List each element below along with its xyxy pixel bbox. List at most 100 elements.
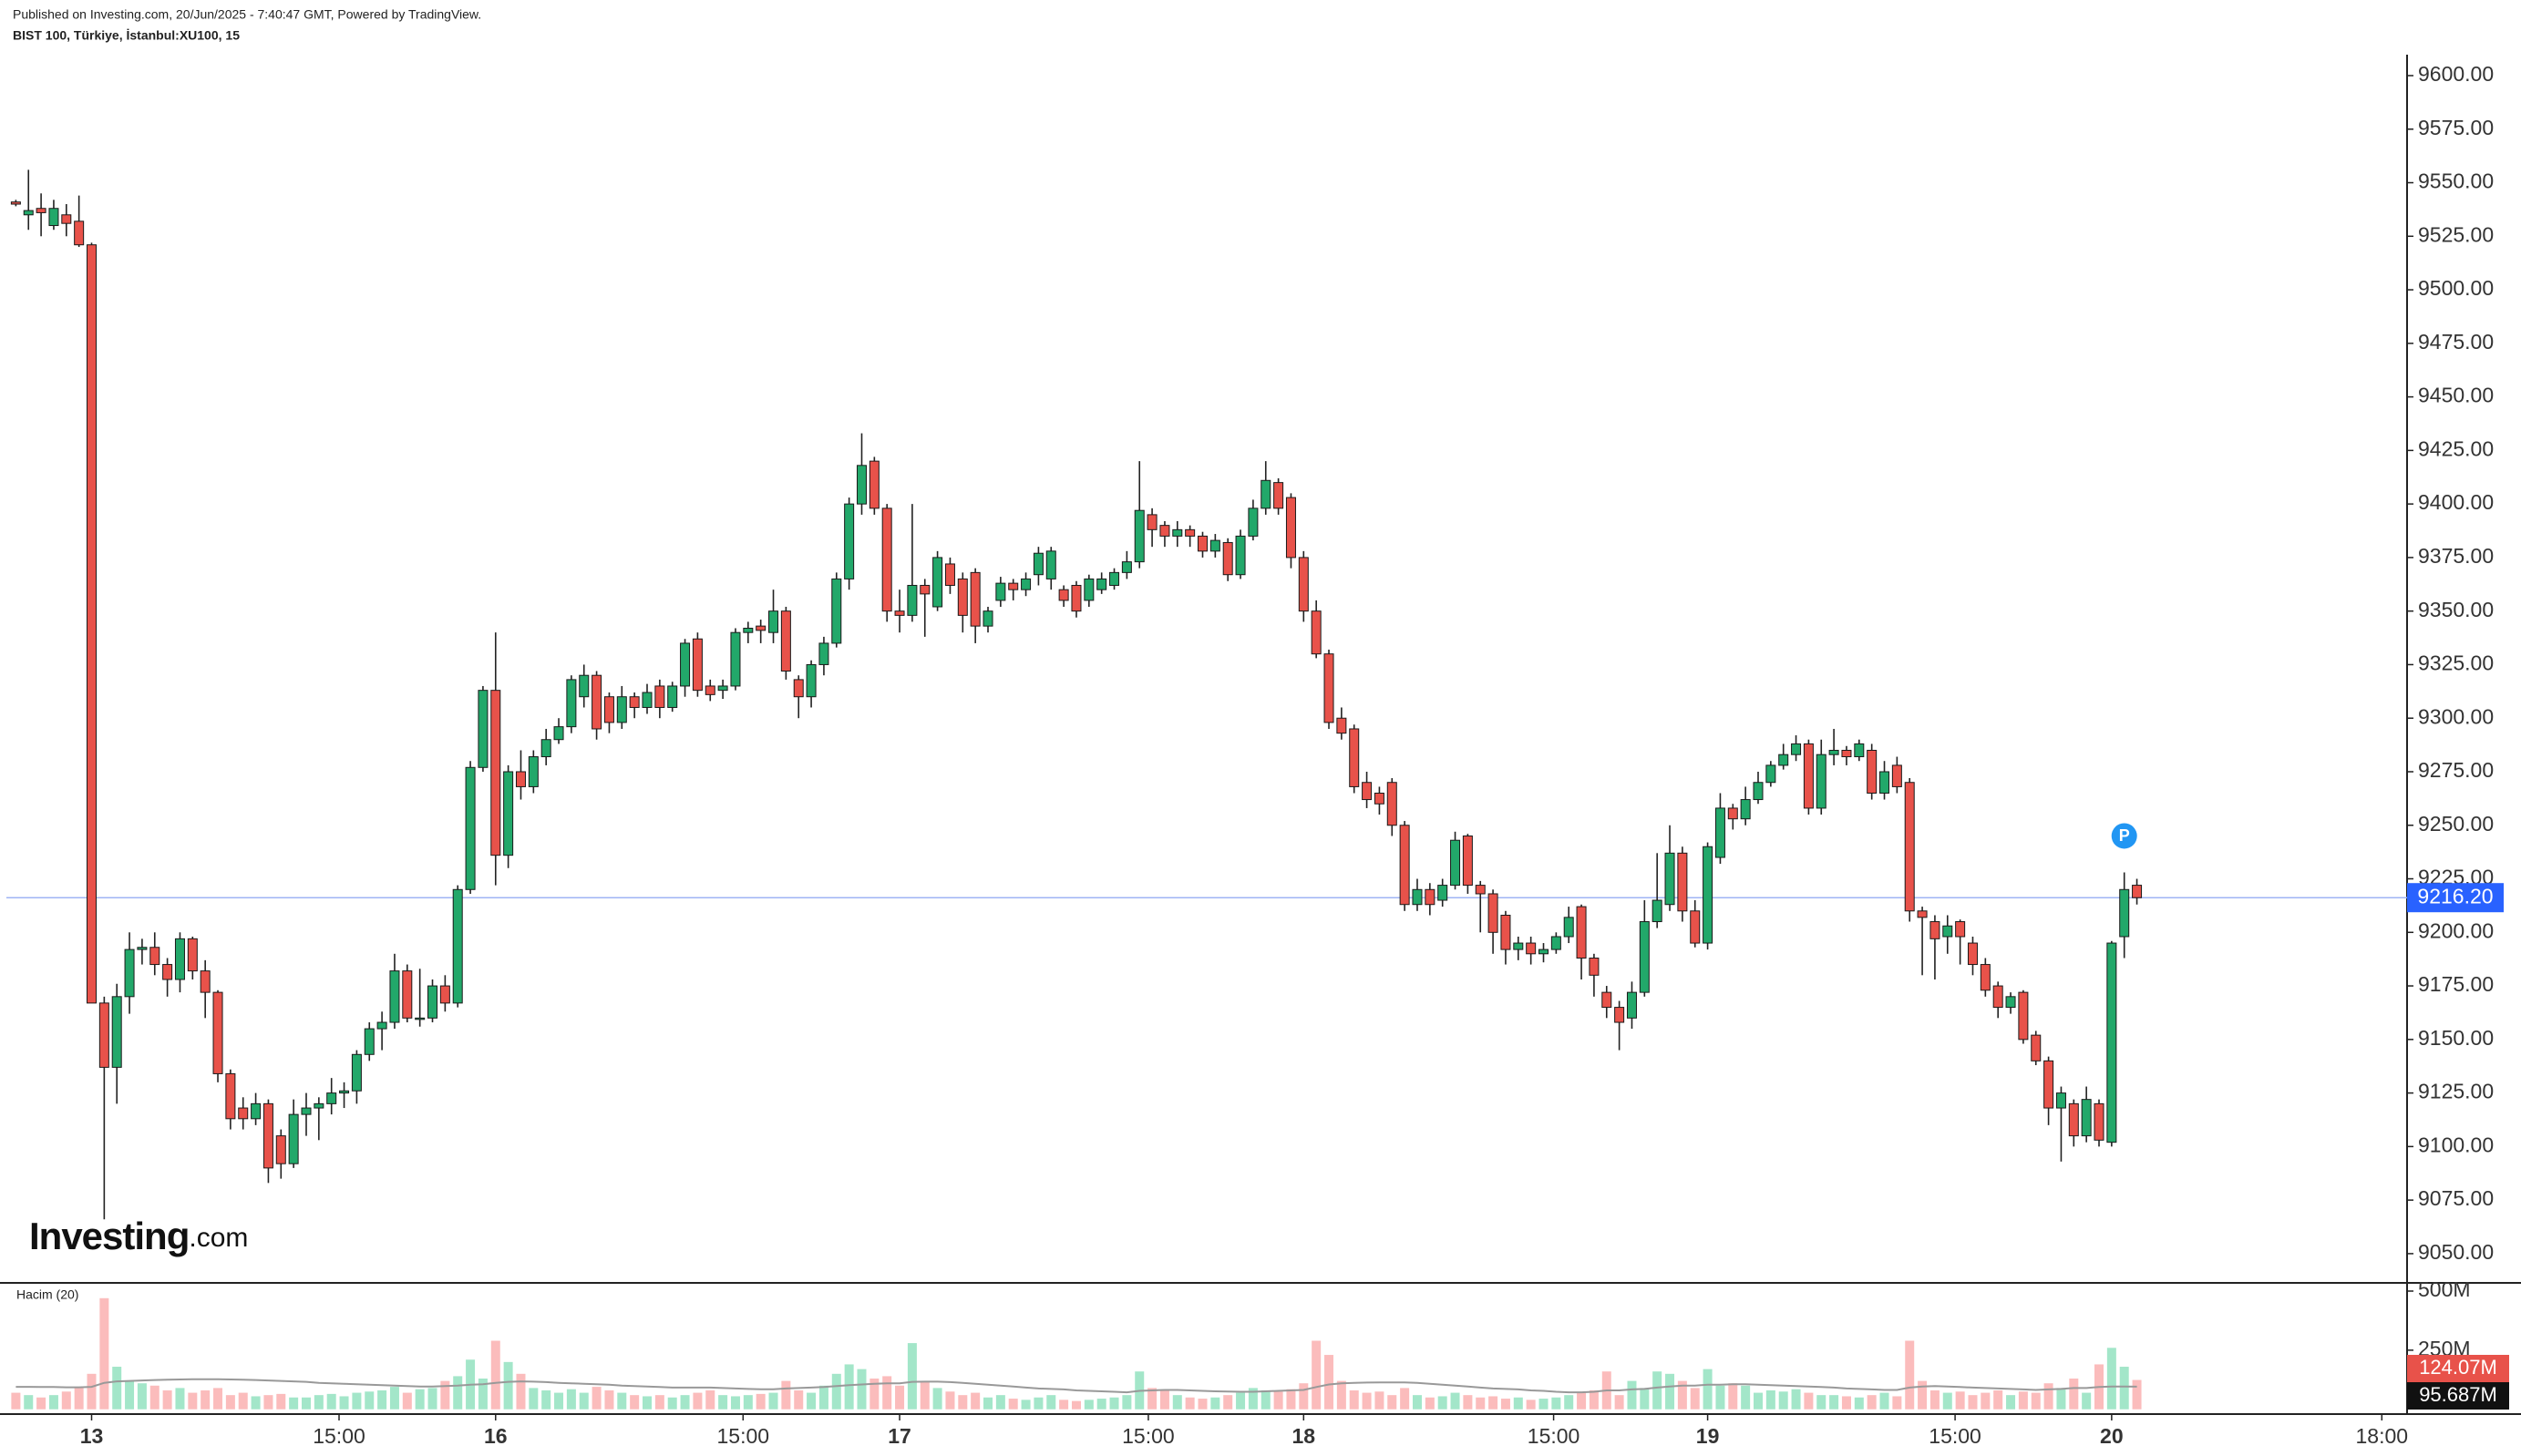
- volume-bar: [201, 1389, 211, 1410]
- volume-bar: [705, 1389, 715, 1410]
- candle-body: [1021, 578, 1032, 590]
- candle-body: [1349, 728, 1360, 787]
- volume-bar: [11, 1392, 21, 1410]
- volume-bar: [1198, 1399, 1208, 1410]
- volume-bar: [1071, 1400, 1081, 1410]
- volume-bar: [1993, 1389, 2003, 1410]
- volume-bar: [2119, 1367, 2129, 1410]
- candle-body: [616, 696, 627, 723]
- candle-body: [1816, 754, 1826, 809]
- candle-body: [818, 642, 829, 665]
- symbol-title: BIST 100, Türkiye, İstanbul:XU100, 15: [13, 28, 240, 43]
- candle-body: [705, 685, 715, 695]
- candle-body: [528, 756, 539, 787]
- y-tick-label: 9075.00: [2418, 1186, 2494, 1210]
- volume-bar: [794, 1389, 804, 1410]
- candle-body: [1703, 846, 1713, 944]
- volume-bar: [1955, 1391, 1965, 1410]
- candle-body: [793, 679, 804, 698]
- candle-body: [10, 201, 21, 205]
- candle-body: [275, 1135, 286, 1164]
- y-tick-label: 9325.00: [2418, 651, 2494, 675]
- candle-body: [1109, 571, 1120, 586]
- volume-bar: [654, 1395, 664, 1410]
- volume-bar: [1159, 1389, 1169, 1410]
- candle-body: [717, 685, 728, 692]
- candle-body: [540, 739, 551, 758]
- volume-bar: [1021, 1400, 1031, 1410]
- candle-body: [111, 996, 122, 1068]
- volume-bar: [1312, 1340, 1322, 1410]
- volume-bar: [377, 1389, 387, 1410]
- volume-bar: [1336, 1380, 1346, 1410]
- volume-bar: [730, 1396, 740, 1410]
- volume-bar: [1387, 1395, 1397, 1410]
- volume-bar: [592, 1387, 602, 1410]
- volume-title: Hacim (20): [16, 1287, 78, 1302]
- candle-body: [1058, 589, 1069, 601]
- candle-body: [452, 888, 463, 1004]
- volume-bar: [478, 1379, 488, 1410]
- y-tick-label: 9600.00: [2418, 62, 2494, 86]
- volume-bar: [1412, 1395, 1422, 1410]
- x-tick-label: 15:00: [1122, 1424, 1175, 1448]
- y-tick-label: 9300.00: [2418, 704, 2494, 728]
- volume-bar: [768, 1392, 778, 1410]
- volume-bar: [427, 1388, 437, 1410]
- volume-bar: [289, 1397, 299, 1410]
- volume-bar: [1690, 1388, 1700, 1410]
- volume-bar: [1905, 1340, 1915, 1410]
- volume-bar: [1260, 1389, 1271, 1410]
- y-tick-label: 9400.00: [2418, 490, 2494, 514]
- volume-bar: [365, 1391, 375, 1410]
- candle-body: [1285, 497, 1296, 559]
- candle-body: [1867, 749, 1878, 794]
- volume-bar: [2018, 1391, 2028, 1410]
- candle-body: [869, 460, 880, 509]
- logo-main: Investing: [29, 1215, 189, 1257]
- volume-bar: [2043, 1383, 2053, 1410]
- candle-body: [1727, 807, 1738, 820]
- y-tick-label: 9050.00: [2418, 1240, 2494, 1264]
- candle-body: [1084, 578, 1095, 601]
- candle-body: [894, 610, 905, 616]
- candle-body: [1336, 717, 1347, 734]
- candle-body: [1260, 479, 1271, 509]
- volume-bar: [1513, 1397, 1523, 1410]
- volume-bar: [667, 1397, 677, 1410]
- candle-body: [376, 1021, 387, 1030]
- volume-bar: [554, 1392, 564, 1410]
- volume-bar: [1942, 1392, 1952, 1410]
- candle-body: [503, 771, 514, 856]
- candle-body: [1399, 825, 1410, 906]
- x-tick-label: 13: [80, 1424, 104, 1448]
- candle-body: [1412, 888, 1423, 906]
- volume-bar: [756, 1393, 766, 1410]
- volume-bar: [1147, 1388, 1158, 1410]
- volume-bar: [1362, 1392, 1372, 1410]
- candle-body: [1362, 782, 1373, 801]
- volume-bar: [945, 1391, 955, 1410]
- candle-body: [1222, 541, 1233, 576]
- volume-bar: [149, 1385, 159, 1410]
- volume-bar: [61, 1391, 71, 1410]
- candle-body: [566, 679, 577, 728]
- y-tick-label: 9350.00: [2418, 598, 2494, 621]
- volume-bar: [1867, 1395, 1877, 1410]
- candle-body: [1500, 914, 1511, 950]
- candle-body: [124, 948, 135, 998]
- volume-bar: [1791, 1389, 1801, 1410]
- candle-body: [743, 627, 754, 633]
- candle-body: [87, 244, 98, 1004]
- volume-bar: [440, 1380, 450, 1410]
- candle-body: [98, 1002, 109, 1068]
- x-tick-label: 19: [1696, 1424, 1720, 1448]
- volume-bar: [339, 1396, 349, 1410]
- candle-body: [1248, 508, 1259, 537]
- volume-bar: [1981, 1392, 1991, 1410]
- candle-body: [1033, 552, 1044, 576]
- volume-bar: [1918, 1380, 1928, 1410]
- candle-body: [288, 1113, 299, 1164]
- candle-body: [1071, 584, 1082, 612]
- candle-body: [1159, 525, 1170, 537]
